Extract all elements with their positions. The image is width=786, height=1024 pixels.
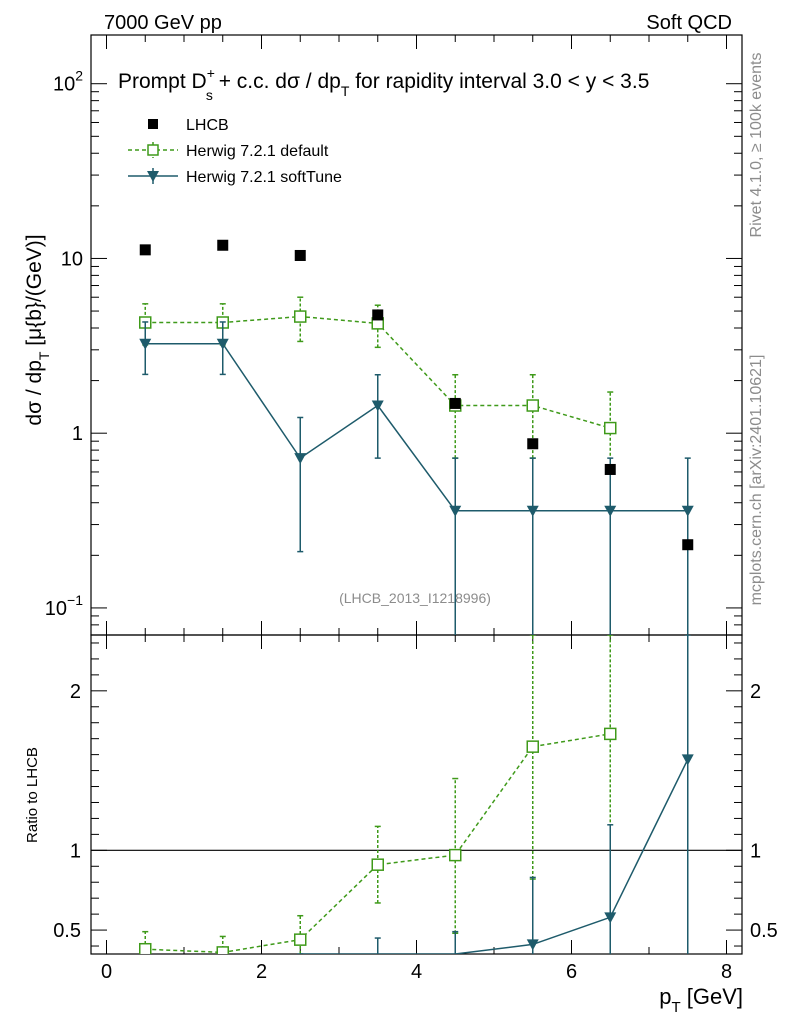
- main-lhcb-marker: [682, 539, 694, 551]
- legend: LHCB Herwig 7.2.1 default Herwig 7.2.1 s…: [128, 117, 342, 186]
- ratio-default-marker: [449, 848, 462, 862]
- ratio-softtune-marker: [681, 754, 694, 766]
- legend-marker-softtune: [147, 171, 159, 182]
- x-tick-label: 8: [721, 961, 732, 983]
- header-left: 7000 GeV pp: [104, 12, 222, 34]
- main-marks: [139, 239, 694, 635]
- legend-marker-default: [147, 144, 159, 156]
- main-softtune-line: [145, 342, 688, 512]
- main-y-tick-label: 10: [61, 248, 83, 270]
- ratio-default-marker: [604, 727, 617, 741]
- x-tick-label: 2: [256, 961, 267, 983]
- ratio-softtune-marker: [604, 912, 617, 924]
- main-default-marker: [604, 421, 617, 435]
- main-y-tick-label: 102: [53, 68, 83, 96]
- main-softtune-marker: [371, 400, 384, 412]
- main-y-tick-label: 10−1: [45, 592, 83, 620]
- ratio-y-axis-label: Ratio to LHCB: [24, 747, 41, 843]
- main-y-axis-label: dσ / dpT [μ{b}/(GeV)]: [23, 234, 52, 425]
- main-series-group: [139, 239, 694, 635]
- legend-label-softtune: Herwig 7.2.1 softTune: [186, 169, 342, 186]
- ratio-default-marker: [294, 933, 307, 946]
- ratio-default-marker: [526, 740, 539, 753]
- header-right: Soft QCD: [646, 12, 732, 34]
- main-softtune-marker: [294, 453, 307, 465]
- x-tick-label: 0: [101, 961, 112, 983]
- main-softtune-marker: [139, 338, 152, 350]
- main-title: Prompt D+ s + c.c. dσ / dpT for rapidity …: [118, 65, 649, 103]
- x-axis-label: pT [GeV]: [659, 984, 743, 1016]
- ratio-softtune-line: [300, 759, 689, 954]
- ratio-panel-frame: [90, 634, 743, 955]
- main-lhcb-marker: [217, 239, 229, 251]
- main-lhcb-marker: [604, 463, 616, 475]
- main-softtune-marker: [449, 505, 462, 517]
- mcplots-label: mcplots.cern.ch [arXiv:2401.10621]: [748, 355, 765, 606]
- main-lhcb-marker: [372, 309, 384, 321]
- ratio-default-line: [145, 733, 611, 954]
- legend-label-lhcb: LHCB: [186, 117, 229, 134]
- analysis-id: (LHCB_2013_I1218996): [339, 590, 491, 606]
- ratio-softtune-marker: [526, 939, 539, 951]
- ratio-marks: [139, 635, 694, 954]
- ratio-y-tick-label: 1: [70, 840, 81, 862]
- main-axes: 10−1 1 10 102: [45, 35, 742, 636]
- legend-label-default: Herwig 7.2.1 default: [186, 143, 329, 160]
- x-tick-label: 4: [411, 961, 422, 983]
- main-lhcb-marker: [527, 438, 539, 450]
- main-default-marker: [294, 310, 307, 323]
- main-softtune-marker: [604, 505, 617, 517]
- main-softtune-marker: [681, 505, 694, 517]
- main-y-tick-label: 1: [72, 423, 83, 445]
- ratio-default-marker: [371, 858, 384, 871]
- x-tick-label: 6: [566, 961, 577, 983]
- ratio-series-group: [139, 635, 694, 954]
- legend-marker-lhcb: [148, 119, 158, 129]
- main-default-marker: [526, 399, 539, 412]
- ratio-y-tick-label: 2: [70, 681, 81, 703]
- ratio-default-marker: [216, 946, 229, 954]
- ratio-y-tick-label: 0.5: [53, 920, 81, 942]
- rivet-label: Rivet 4.1.0, ≥ 100k events: [748, 53, 765, 238]
- ratio-y-tick-label-right: 2: [750, 681, 761, 703]
- ratio-axes: 0.5 0.5 1 1 2 2 0 2 4 6 8: [53, 635, 778, 983]
- ratio-y-tick-label-right: 1: [750, 840, 761, 862]
- ratio-default-marker: [139, 942, 152, 954]
- main-softtune-marker: [526, 505, 539, 517]
- ratio-y-tick-label-right: 0.5: [750, 920, 778, 942]
- main-lhcb-marker: [449, 397, 461, 409]
- main-lhcb-marker: [139, 244, 151, 256]
- main-softtune-marker: [216, 338, 229, 350]
- main-lhcb-marker: [294, 249, 306, 261]
